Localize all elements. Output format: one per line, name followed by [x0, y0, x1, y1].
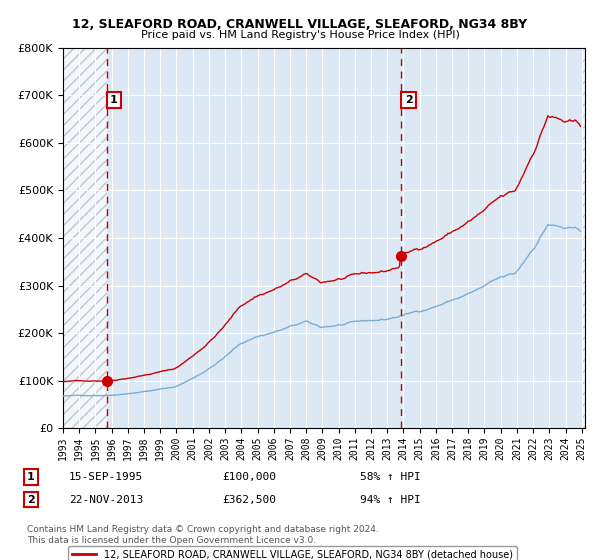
Text: 22-NOV-2013: 22-NOV-2013 [69, 494, 143, 505]
Text: Contains HM Land Registry data © Crown copyright and database right 2024.: Contains HM Land Registry data © Crown c… [27, 525, 379, 534]
Text: £100,000: £100,000 [222, 472, 276, 482]
Text: 2: 2 [405, 95, 412, 105]
Bar [63, 48, 107, 428]
Text: 1: 1 [110, 95, 118, 105]
Bar [582, 48, 587, 428]
Text: 2: 2 [27, 494, 35, 505]
Text: 94% ↑ HPI: 94% ↑ HPI [360, 494, 421, 505]
Text: £362,500: £362,500 [222, 494, 276, 505]
Text: 58% ↑ HPI: 58% ↑ HPI [360, 472, 421, 482]
Text: 12, SLEAFORD ROAD, CRANWELL VILLAGE, SLEAFORD, NG34 8BY: 12, SLEAFORD ROAD, CRANWELL VILLAGE, SLE… [73, 18, 527, 31]
Text: Price paid vs. HM Land Registry's House Price Index (HPI): Price paid vs. HM Land Registry's House … [140, 30, 460, 40]
Legend: 12, SLEAFORD ROAD, CRANWELL VILLAGE, SLEAFORD, NG34 8BY (detached house), HPI: A: 12, SLEAFORD ROAD, CRANWELL VILLAGE, SLE… [68, 545, 517, 560]
Text: 1: 1 [27, 472, 35, 482]
Text: This data is licensed under the Open Government Licence v3.0.: This data is licensed under the Open Gov… [27, 536, 316, 545]
Text: 15-SEP-1995: 15-SEP-1995 [69, 472, 143, 482]
